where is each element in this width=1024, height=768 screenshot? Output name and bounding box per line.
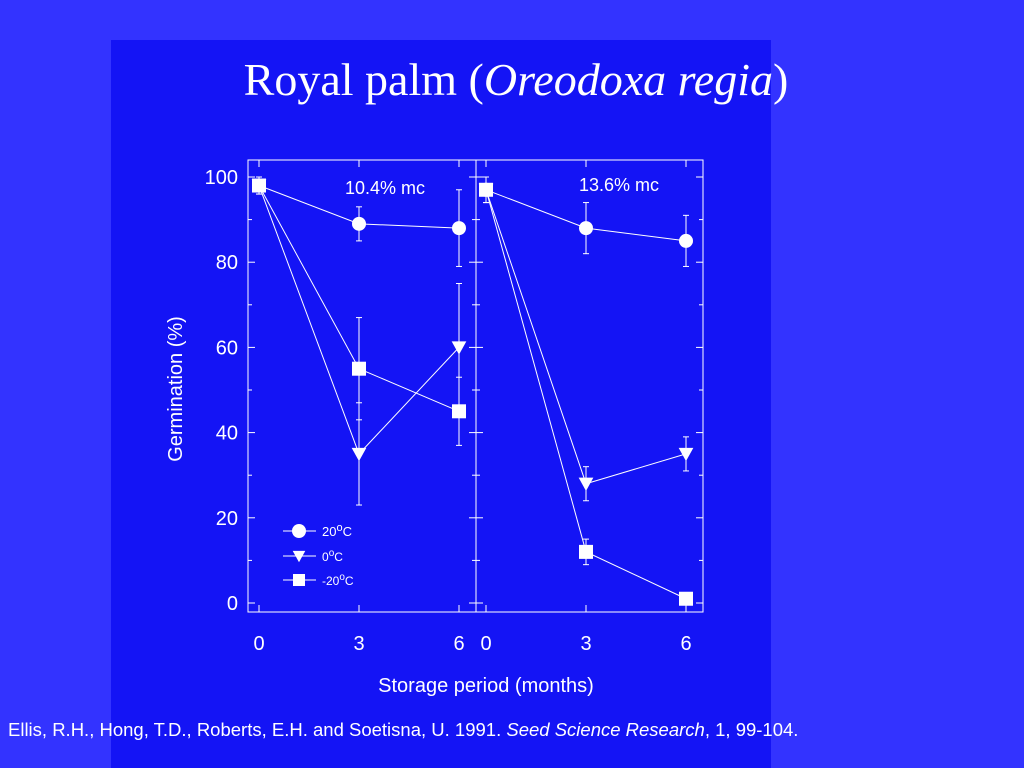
legend-label-square: -20oC xyxy=(322,572,354,588)
panel-label-1: 10.4% mc xyxy=(345,178,425,198)
x-tick-label-p1-1: 3 xyxy=(353,633,364,655)
y-tick-label-4: 80 xyxy=(216,252,238,274)
legend-marker-square xyxy=(293,574,305,586)
point-p2-circle-1 xyxy=(579,221,593,236)
y-tick-label-2: 40 xyxy=(216,423,238,445)
citation-journal: Seed Science Research xyxy=(506,719,705,740)
legend-label-triangle-down: 0oC xyxy=(322,548,343,564)
y-axis-label: Germination (%) xyxy=(165,316,187,462)
point-p1-triangle-down-2 xyxy=(451,341,467,355)
point-p1-square-0 xyxy=(252,178,266,193)
point-p1-square-2 xyxy=(452,404,466,419)
point-p1-triangle-down-1 xyxy=(351,447,367,462)
title-species: Oreodoxa regia xyxy=(483,54,773,105)
legend-label-circle: 20oC xyxy=(322,522,352,539)
point-p2-circle-2 xyxy=(679,233,693,248)
title-prefix: Royal palm ( xyxy=(243,54,484,105)
y-tick-label-5: 100 xyxy=(205,167,238,189)
legend-marker-circle xyxy=(292,524,306,538)
axes-layer: 0 20 40 60 80 100 0 3 6 10.4% mc 0 3 6 13.6% mc Storag… xyxy=(165,159,704,697)
y-tick-label-1: 20 xyxy=(216,508,238,530)
point-p2-square-0 xyxy=(479,182,493,197)
point-p1-square-1 xyxy=(352,361,366,376)
citation: Ellis, R.H., Hong, T.D., Roberts, E.H. a… xyxy=(8,718,1018,742)
point-p2-triangle-down-1 xyxy=(578,477,594,491)
citation-details: , 1, 99-104. xyxy=(704,719,799,740)
point-p2-triangle-down-2 xyxy=(678,447,694,462)
panel-frame-2 xyxy=(475,159,704,613)
x-tick-label-p2-0: 0 xyxy=(480,633,491,655)
point-p2-square-2 xyxy=(679,591,693,606)
y-tick-label-0: 0 xyxy=(227,593,238,615)
point-p2-square-1 xyxy=(579,544,593,559)
x-tick-label-p2-2: 6 xyxy=(680,633,691,655)
legend-marker-triangle-down xyxy=(292,550,306,563)
slide-title: Royal palm (Oreodoxa regia) xyxy=(111,50,921,110)
point-p1-circle-2 xyxy=(452,221,466,236)
series-layer xyxy=(251,176,694,606)
x-tick-label-p1-2: 6 xyxy=(453,633,464,655)
point-p1-circle-1 xyxy=(352,216,366,231)
x-tick-label-p2-1: 3 xyxy=(580,633,591,655)
legend-layer: 20oC 0oC -20oC xyxy=(283,522,354,588)
y-tick-label-3: 60 xyxy=(216,337,238,359)
title-suffix: ) xyxy=(773,54,789,105)
x-tick-label-p1-0: 0 xyxy=(253,633,264,655)
x-axis-label: Storage period (months) xyxy=(378,675,594,697)
citation-authors: Ellis, R.H., Hong, T.D., Roberts, E.H. a… xyxy=(8,719,507,740)
panel-label-2: 13.6% mc xyxy=(579,175,659,195)
